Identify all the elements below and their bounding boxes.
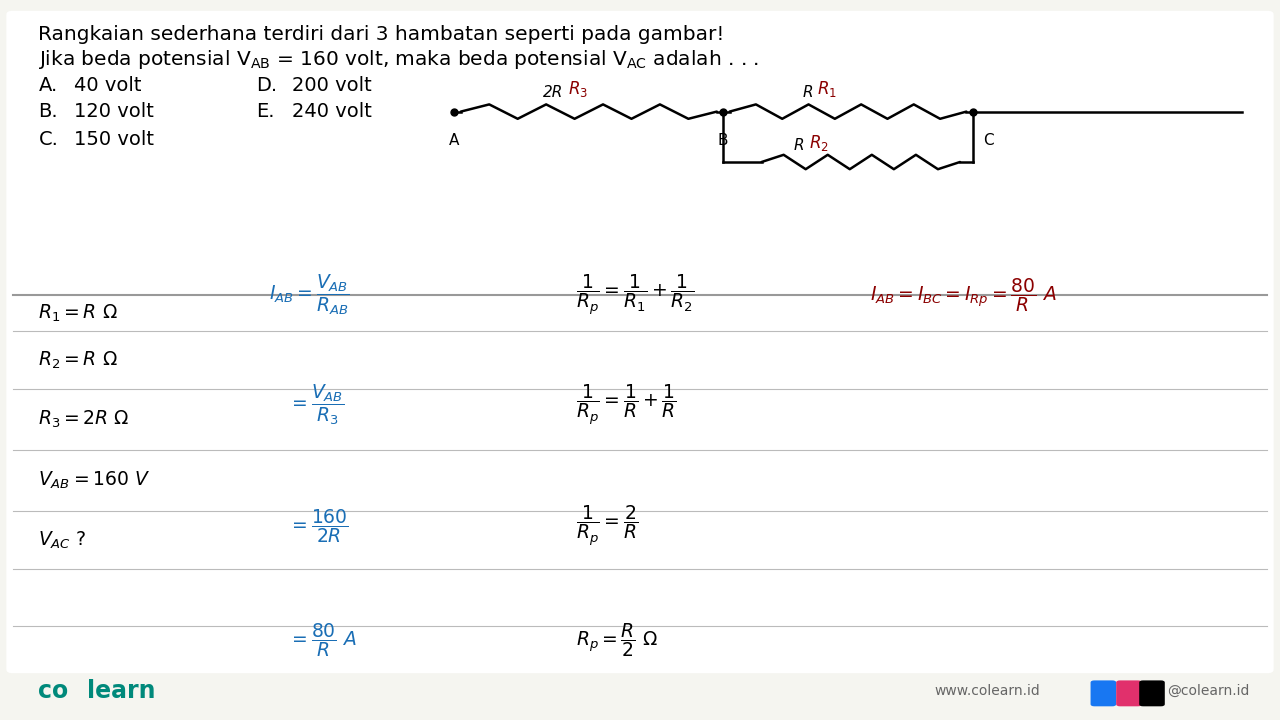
Text: $R_1 = R\ \Omega$: $R_1 = R\ \Omega$: [38, 302, 118, 324]
Text: learn: learn: [87, 679, 156, 703]
Text: $R_3 = 2R\ \Omega$: $R_3 = 2R\ \Omega$: [38, 408, 131, 430]
Text: @colearn.id: @colearn.id: [1167, 684, 1249, 698]
Text: $R_p = \dfrac{R}{2}\ \Omega$: $R_p = \dfrac{R}{2}\ \Omega$: [576, 621, 658, 659]
Text: 40 volt: 40 volt: [74, 76, 142, 94]
Text: 240 volt: 240 volt: [292, 102, 371, 121]
FancyBboxPatch shape: [6, 11, 1274, 673]
Text: B: B: [718, 133, 728, 148]
Text: co: co: [38, 679, 69, 703]
FancyBboxPatch shape: [1116, 680, 1142, 706]
Text: A.: A.: [38, 76, 58, 94]
Text: $\dfrac{1}{R_p} = \dfrac{1}{R} + \dfrac{1}{R}$: $\dfrac{1}{R_p} = \dfrac{1}{R} + \dfrac{…: [576, 382, 677, 427]
Text: $R_1$: $R_1$: [817, 79, 837, 99]
Text: C.: C.: [38, 130, 59, 148]
Text: 150 volt: 150 volt: [74, 130, 155, 148]
Text: $V_{AB} = 160\ V$: $V_{AB} = 160\ V$: [38, 469, 151, 491]
Text: 2R: 2R: [543, 85, 563, 100]
Text: $R_2 = R\ \Omega$: $R_2 = R\ \Omega$: [38, 349, 118, 371]
Text: $= \dfrac{V_{AB}}{R_3}$: $= \dfrac{V_{AB}}{R_3}$: [288, 382, 344, 427]
Text: Jika beda potensial $\mathregular{V_{AB}}$ = 160 volt, maka beda potensial $\mat: Jika beda potensial $\mathregular{V_{AB}…: [38, 48, 759, 71]
Text: $= \dfrac{80}{R}\ A$: $= \dfrac{80}{R}\ A$: [288, 621, 357, 659]
Text: 120 volt: 120 volt: [74, 102, 154, 121]
Text: R: R: [803, 85, 813, 100]
Text: $= \dfrac{160}{2R}$: $= \dfrac{160}{2R}$: [288, 507, 349, 544]
Text: $\dfrac{1}{R_p} = \dfrac{1}{R_1} + \dfrac{1}{R_2}$: $\dfrac{1}{R_p} = \dfrac{1}{R_1} + \dfra…: [576, 273, 695, 318]
Text: $\dfrac{1}{R_p} = \dfrac{2}{R}$: $\dfrac{1}{R_p} = \dfrac{2}{R}$: [576, 503, 639, 548]
Text: $I_{AB} = \dfrac{V_{AB}}{R_{AB}}$: $I_{AB} = \dfrac{V_{AB}}{R_{AB}}$: [269, 273, 349, 318]
FancyBboxPatch shape: [1091, 680, 1116, 706]
Text: R: R: [794, 138, 804, 153]
Text: C: C: [983, 133, 993, 148]
Text: $R_2$: $R_2$: [809, 132, 828, 153]
Text: $V_{AC}\ ?$: $V_{AC}\ ?$: [38, 529, 87, 551]
Text: $R_3$: $R_3$: [568, 79, 589, 99]
Text: B.: B.: [38, 102, 58, 121]
Text: 200 volt: 200 volt: [292, 76, 371, 94]
Text: A: A: [449, 133, 460, 148]
Text: D.: D.: [256, 76, 278, 94]
Text: www.colearn.id: www.colearn.id: [934, 684, 1041, 698]
Text: $I_{AB} = I_{BC} = I_{Rp} = \dfrac{80}{R}\ A$: $I_{AB} = I_{BC} = I_{Rp} = \dfrac{80}{R…: [870, 276, 1057, 314]
Text: E.: E.: [256, 102, 274, 121]
FancyBboxPatch shape: [1139, 680, 1165, 706]
Text: Rangkaian sederhana terdiri dari 3 hambatan seperti pada gambar!: Rangkaian sederhana terdiri dari 3 hamba…: [38, 25, 724, 44]
